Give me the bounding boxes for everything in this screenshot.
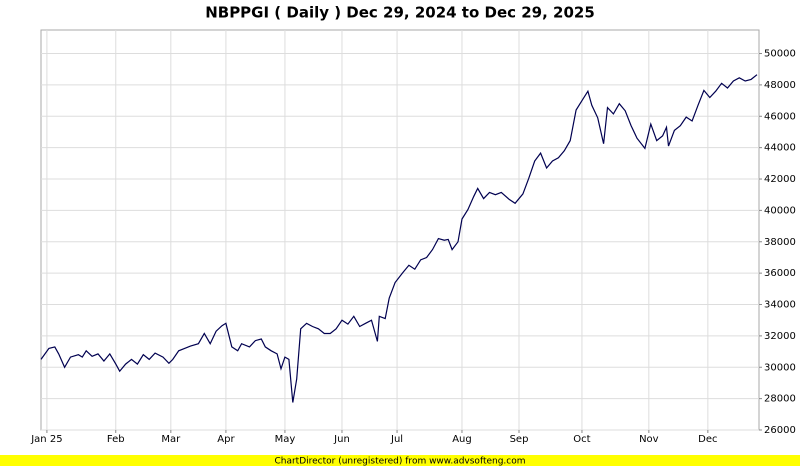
chart-title: NBPPGI ( Daily ) Dec 29, 2024 to Dec 29,…: [205, 4, 595, 22]
x-tick-label: Apr: [217, 434, 235, 445]
x-tick-label: Oct: [573, 434, 590, 445]
series-line: [40, 74, 758, 403]
x-tick-label: Sep: [510, 434, 529, 445]
plot-area: [40, 29, 760, 431]
x-tick-label: Nov: [639, 434, 659, 445]
x-tick-label: Jun: [333, 434, 350, 445]
footer-text: ChartDirector (unregistered) from www.ad…: [274, 457, 525, 466]
y-tick-label: 48000: [764, 80, 796, 91]
y-tick-label: 42000: [764, 174, 796, 185]
y-tick-label: 28000: [764, 394, 796, 405]
y-tick-label: 50000: [764, 49, 796, 60]
x-tick-label: Dec: [698, 434, 717, 445]
y-tick-label: 46000: [764, 111, 796, 122]
y-tick-label: 30000: [764, 362, 796, 373]
y-tick-label: 40000: [764, 205, 796, 216]
y-tick-label: 44000: [764, 143, 796, 154]
y-tick-label: 26000: [764, 425, 796, 436]
y-tick-label: 34000: [764, 300, 796, 311]
y-tick-label: 38000: [764, 237, 796, 248]
x-tick-label: Jan 25: [30, 434, 62, 445]
x-tick-label: Jul: [390, 434, 403, 445]
x-tick-label: Mar: [161, 434, 181, 445]
y-tick-label: 32000: [764, 331, 796, 342]
footer-bar: [0, 455, 800, 466]
x-tick-label: Aug: [452, 434, 472, 445]
y-tick-label: 36000: [764, 268, 796, 279]
x-tick-label: May: [275, 434, 296, 445]
x-tick-label: Feb: [107, 434, 125, 445]
